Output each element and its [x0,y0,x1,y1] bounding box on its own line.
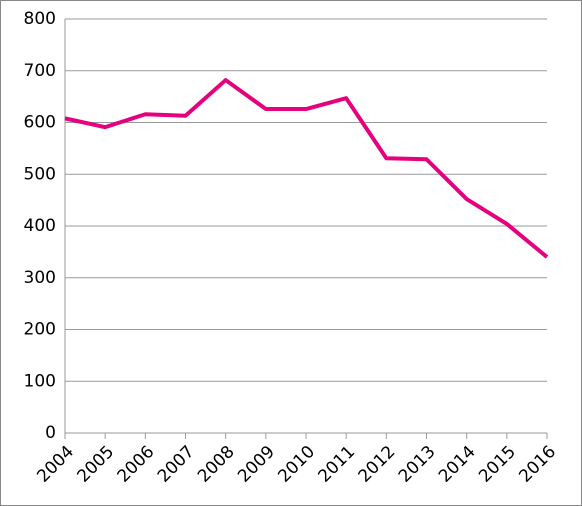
y-tick-label: 200 [24,320,56,340]
y-tick-label: 700 [24,61,56,81]
y-tick-label: 800 [24,9,56,29]
y-tick-label: 100 [24,371,56,391]
data-line [64,78,549,259]
y-tick-label: 600 [24,113,56,133]
y-tick-label: 400 [24,216,56,236]
y-tick-label: 500 [24,164,56,184]
y-tick-label: 300 [24,268,56,288]
y-tick-label: 0 [45,423,56,443]
